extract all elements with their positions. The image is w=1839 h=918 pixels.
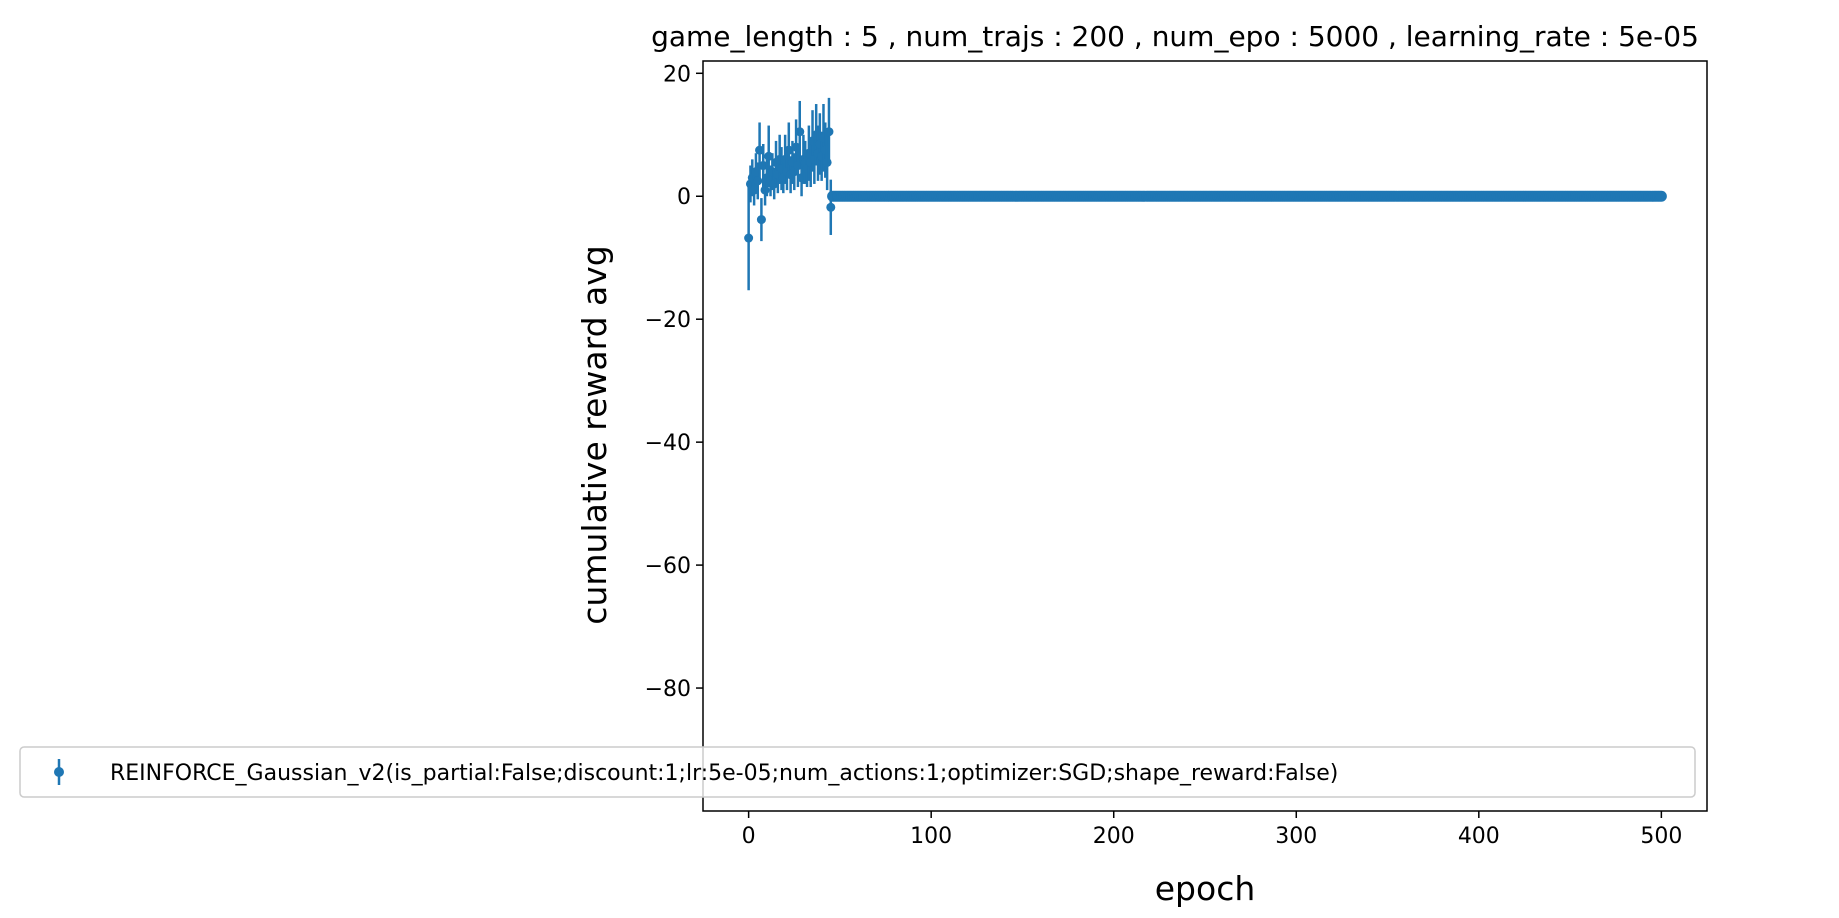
x-tick-label: 100 <box>910 824 952 849</box>
y-tick-label: 0 <box>677 185 691 210</box>
data-point <box>756 215 766 225</box>
legend-entry-label: REINFORCE_Gaussian_v2(is_partial:False;d… <box>110 761 1338 786</box>
y-tick-label: 20 <box>663 62 691 87</box>
y-axis-label: cumulative reward avg <box>575 245 614 624</box>
data-point <box>793 161 803 171</box>
data-point <box>744 233 754 243</box>
legend: REINFORCE_Gaussian_v2(is_partial:False;d… <box>19 746 1696 798</box>
data-point <box>755 145 765 155</box>
x-tick-label: 300 <box>1275 824 1317 849</box>
data-point <box>1655 190 1667 202</box>
legend-box <box>19 746 1696 798</box>
x-axis-label: epoch <box>1155 869 1256 908</box>
data-point <box>784 145 794 155</box>
axes-frame <box>702 60 1708 812</box>
data-point <box>822 157 832 167</box>
legend-marker-dot <box>54 767 64 777</box>
y-tick-label: −80 <box>645 677 691 702</box>
data-point <box>758 161 768 171</box>
data-point <box>764 151 774 161</box>
y-tick-label: −60 <box>645 554 691 579</box>
x-axis: 0 100 200 300 400 500 <box>742 811 1682 849</box>
x-tick-label: 500 <box>1640 824 1682 849</box>
y-tick-label: −20 <box>645 308 691 333</box>
x-tick-label: 200 <box>1093 824 1135 849</box>
data-point <box>753 176 763 186</box>
data-point <box>795 127 805 137</box>
x-tick-label: 400 <box>1458 824 1500 849</box>
data-point <box>826 202 836 212</box>
x-tick-label: 0 <box>742 824 756 849</box>
y-tick-label: −40 <box>645 431 691 456</box>
plot-area <box>744 97 1667 291</box>
data-point <box>824 127 834 137</box>
chart-title: game_length : 5 , num_trajs : 200 , num_… <box>651 20 1699 53</box>
y-axis: 20 0 −20 −40 −60 −80 <box>645 62 703 702</box>
